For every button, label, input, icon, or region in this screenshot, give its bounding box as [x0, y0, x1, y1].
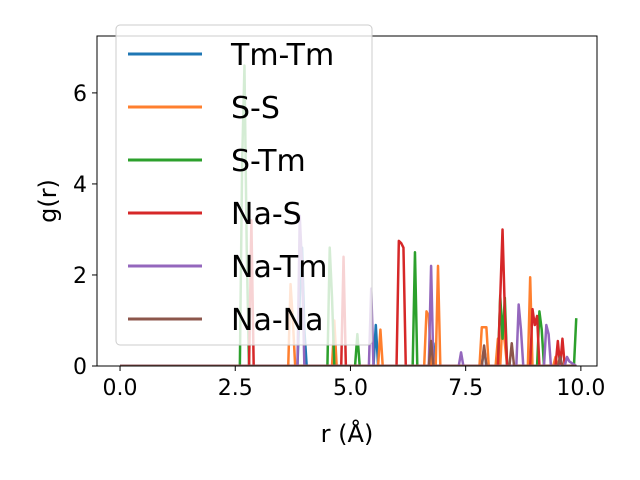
x-tick-label: 7.5	[448, 376, 483, 401]
legend-box	[115, 24, 373, 346]
legend-item-na-tm: Na-Tm	[128, 250, 327, 285]
legend-label: Na-S	[231, 197, 302, 232]
x-axis-label: r (Å)	[321, 419, 374, 448]
legend-label: Tm-Tm	[230, 38, 334, 73]
legend: Tm-Tm S-S S-Tm Na-S Na-Tm Na-Na	[115, 24, 373, 346]
legend-label: Na-Tm	[231, 250, 327, 285]
series-line-na-tm	[120, 214, 577, 366]
x-tick-label: 2.5	[218, 376, 253, 401]
legend-items: Tm-Tm S-S S-Tm Na-S Na-Tm Na-Na	[128, 38, 334, 338]
legend-item-na-s: Na-S	[128, 197, 302, 232]
x-tick-label: 10.0	[556, 376, 605, 401]
legend-item-s-s: S-S	[128, 91, 280, 126]
legend-item-tm-tm: Tm-Tm	[128, 38, 334, 73]
x-tick-label: 5.0	[333, 376, 368, 401]
legend-label: S-Tm	[231, 144, 306, 179]
legend-label: Na-Na	[231, 303, 323, 338]
y-tick-label: 2	[73, 264, 87, 289]
legend-label: S-S	[231, 91, 280, 126]
y-tick-label: 6	[73, 82, 87, 107]
y-tick-label: 4	[73, 173, 87, 198]
x-axis-ticks: 0.0 2.5 5.0 7.5 10.0	[103, 366, 605, 401]
legend-item-s-tm: S-Tm	[128, 144, 306, 179]
series-line-na-na	[120, 339, 577, 366]
y-tick-label: 0	[73, 355, 87, 380]
y-axis-ticks: 0 2 4 6	[73, 82, 97, 380]
y-axis-label: g(r)	[34, 179, 62, 223]
x-tick-label: 0.0	[103, 376, 138, 401]
legend-item-na-na: Na-Na	[128, 303, 323, 338]
